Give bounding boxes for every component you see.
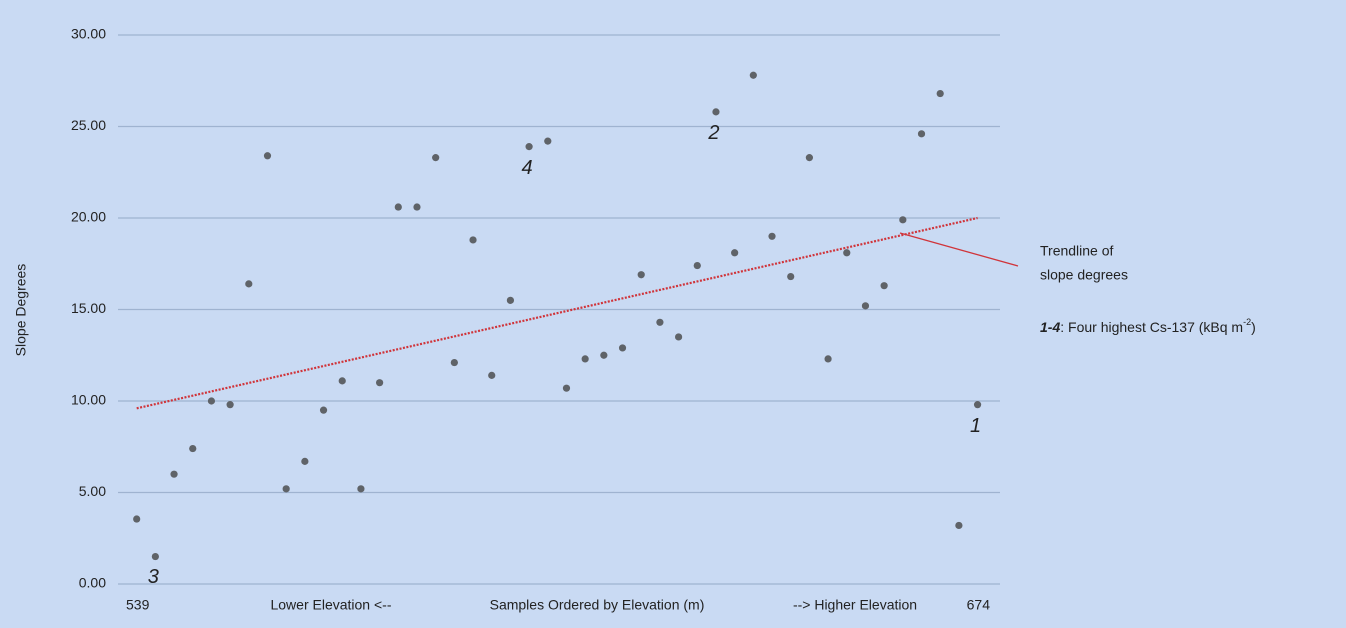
- legend-trendline: Trendline of: [1040, 243, 1114, 259]
- point: [301, 457, 309, 465]
- point-label: 4: [522, 157, 533, 179]
- legend-highlight-sup: -2: [1243, 317, 1251, 327]
- point: [544, 137, 552, 145]
- x-axis-label: Lower Elevation <--: [270, 597, 391, 613]
- point: [413, 203, 421, 211]
- point: [338, 377, 346, 385]
- x-axis-label: 674: [967, 597, 991, 613]
- legend-highlight-text: ): [1251, 319, 1256, 335]
- point: [432, 154, 440, 162]
- legend-highlight: 1-4: Four highest Cs-137 (kBq m-2): [1040, 317, 1256, 334]
- point: [600, 351, 608, 359]
- point: [562, 384, 571, 392]
- x-axis-label: --> Higher Elevation: [793, 597, 917, 613]
- point: [768, 232, 776, 240]
- point: [263, 152, 272, 160]
- point: [656, 318, 664, 326]
- y-tick-label: 25.00: [71, 117, 106, 133]
- y-tick-label: 5.00: [79, 483, 106, 499]
- point: [955, 521, 963, 530]
- point: [805, 154, 813, 162]
- point: [282, 485, 290, 493]
- point: [319, 406, 328, 414]
- point: [488, 371, 496, 379]
- x-axis-label: 539: [126, 597, 150, 613]
- point: [973, 401, 982, 409]
- y-tick-label: 15.00: [71, 300, 106, 316]
- point: [469, 236, 477, 244]
- point: [376, 379, 384, 387]
- point-label: 2: [707, 122, 719, 144]
- point: [899, 216, 907, 224]
- point: [151, 552, 159, 561]
- point-label: 1: [970, 415, 981, 437]
- point: [880, 282, 888, 290]
- point: [917, 130, 926, 138]
- point: [712, 108, 720, 116]
- legend-highlight-text: : Four highest Cs-137 (kBq m: [1060, 319, 1243, 335]
- point: [189, 444, 197, 453]
- point: [618, 344, 627, 352]
- y-tick-label: 0.00: [79, 575, 106, 591]
- legend-connector: [899, 232, 1019, 267]
- point: [133, 515, 141, 523]
- y-axis-label: Slope Degrees: [13, 264, 29, 357]
- point: [637, 271, 645, 279]
- point: [824, 355, 832, 363]
- point: [843, 249, 851, 257]
- y-tick-label: 30.00: [71, 26, 106, 42]
- point: [581, 355, 589, 363]
- point: [787, 272, 795, 281]
- point: [749, 71, 757, 79]
- point-label: 3: [148, 566, 159, 588]
- legend-trendline: slope degrees: [1040, 267, 1128, 283]
- point: [450, 358, 458, 367]
- point: [936, 89, 944, 98]
- point: [674, 333, 683, 341]
- point: [693, 261, 701, 270]
- x-axis-label: Samples Ordered by Elevation (m): [490, 597, 705, 613]
- point: [861, 302, 870, 310]
- legend-highlight-index: 1-4: [1040, 319, 1060, 335]
- point: [731, 249, 739, 257]
- point: [226, 401, 234, 409]
- y-tick-label: 10.00: [71, 392, 106, 408]
- trendline: [136, 216, 978, 410]
- point: [170, 470, 178, 478]
- y-tick-label: 20.00: [71, 209, 106, 225]
- point: [525, 143, 533, 151]
- point: [207, 397, 216, 405]
- point: [357, 485, 365, 493]
- point: [245, 280, 253, 288]
- point: [394, 203, 402, 211]
- point: [506, 296, 515, 304]
